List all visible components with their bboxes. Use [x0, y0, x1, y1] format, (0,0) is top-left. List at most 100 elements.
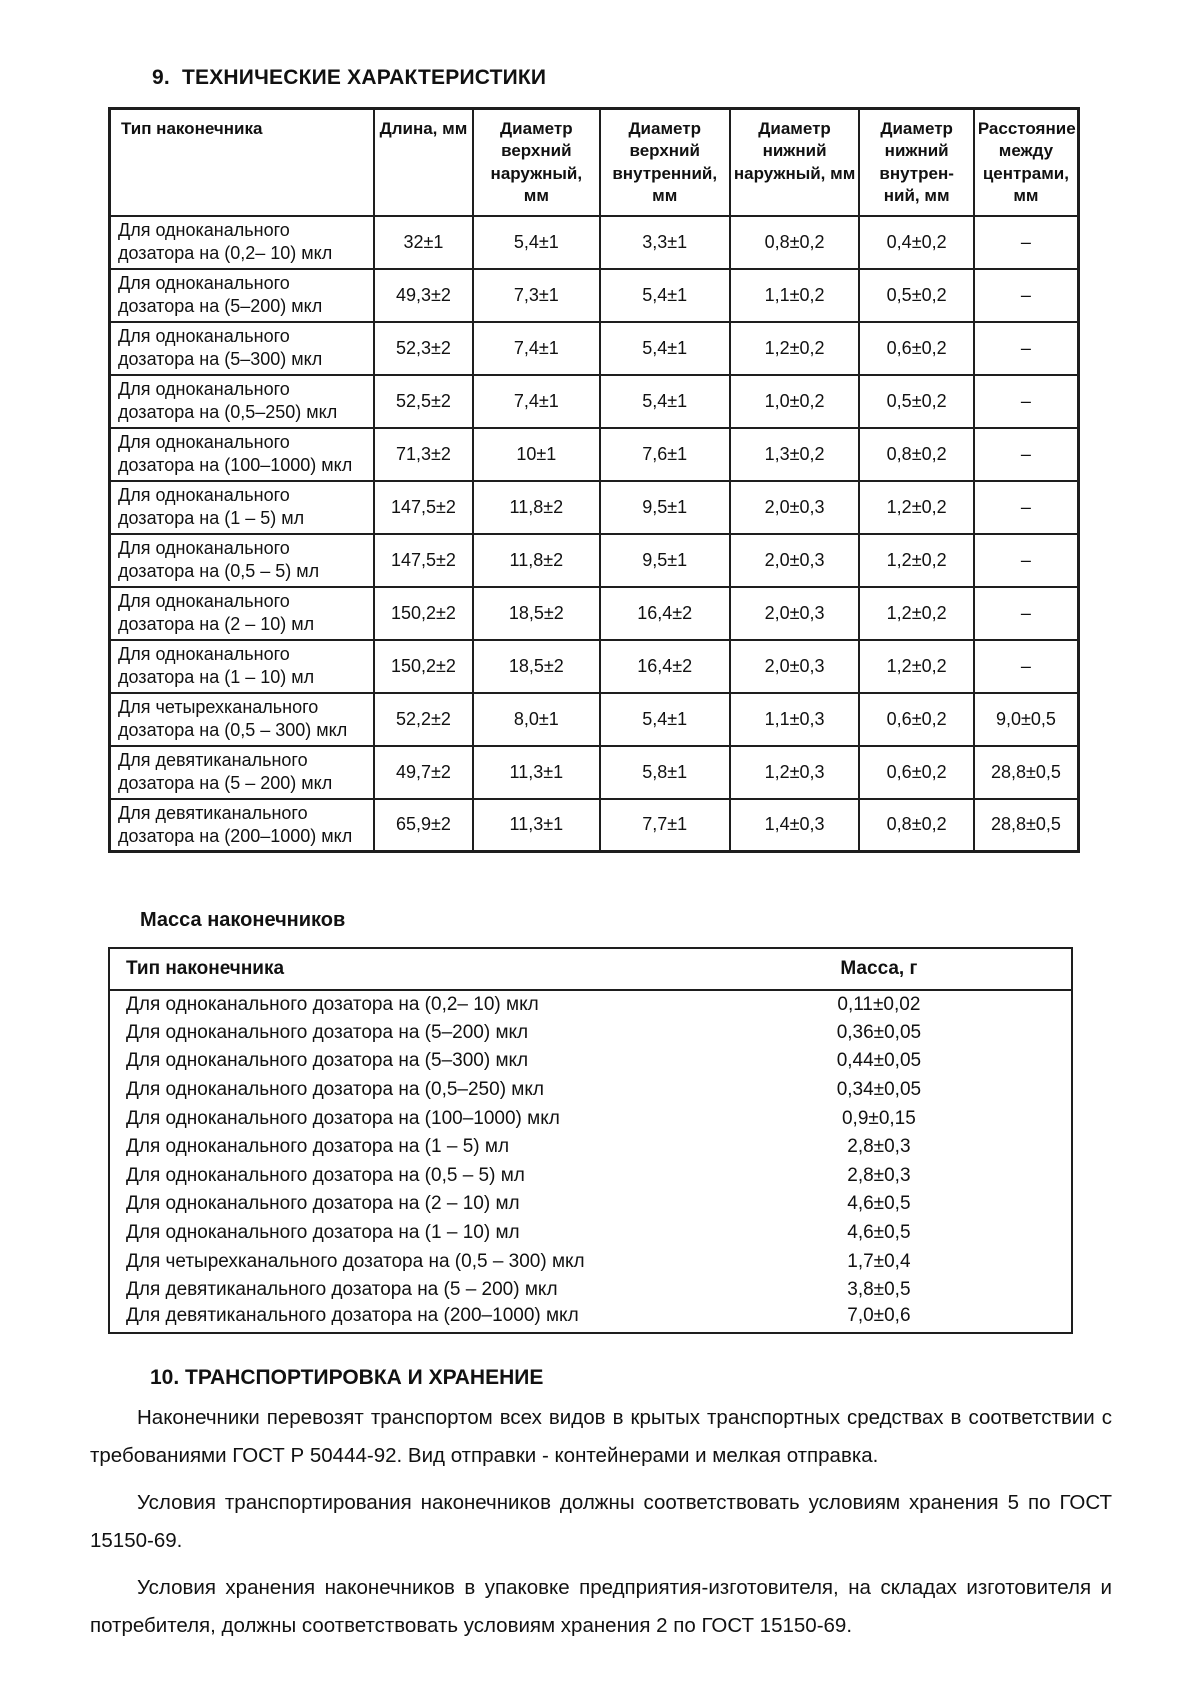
- length-cell: 49,7±2: [373, 744, 474, 800]
- lower-outer-diameter-cell: 2,0±0,3: [728, 532, 861, 588]
- spec-header-upper-outer-diameter: Диаметр верхний наружный, мм: [471, 107, 601, 217]
- spec-table-row: Для одноканального дозатора на (1 – 5) м…: [108, 479, 1080, 535]
- mass-value-cell: 3,8±0,5: [847, 1279, 911, 1301]
- tip-type-cell: Для девятиканального дозатора на (200–10…: [126, 1304, 579, 1326]
- center-distance-cell: –: [972, 638, 1080, 694]
- tip-type-cell: Для одноканального дозатора на (1 – 5) м…: [108, 479, 376, 535]
- length-cell: 150,2±2: [373, 638, 474, 694]
- lower-outer-diameter-cell: 1,3±0,2: [728, 426, 861, 482]
- upper-inner-diameter-cell: 7,6±1: [598, 426, 731, 482]
- mass-header-row: Тип наконечника Масса, г: [109, 948, 1072, 991]
- spec-header-row: Тип наконечника Длина, мм Диаметр верхни…: [108, 107, 1080, 217]
- lower-inner-diameter-cell: 1,2±0,2: [858, 532, 975, 588]
- center-distance-cell: –: [972, 585, 1080, 641]
- upper-inner-diameter-cell: 5,4±1: [598, 320, 731, 376]
- lower-inner-diameter-cell: 0,6±0,2: [858, 320, 975, 376]
- upper-inner-diameter-cell: 16,4±2: [598, 585, 731, 641]
- spec-table-row: Для четырехканального дозатора на (0,5 –…: [108, 691, 1080, 747]
- mass-table-row: Для одноканального дозатора на (5–300) м…: [109, 1047, 1072, 1076]
- mass-header-mass: Масса, г: [686, 948, 1072, 991]
- spec-table-row: Для одноканального дозатора на (2 – 10) …: [108, 585, 1080, 641]
- upper-outer-diameter-cell: 11,3±1: [471, 744, 601, 800]
- length-cell: 49,3±2: [373, 267, 474, 323]
- upper-inner-diameter-cell: 5,4±1: [598, 267, 731, 323]
- mass-value-cell: 0,44±0,05: [836, 1050, 922, 1072]
- upper-outer-diameter-cell: 11,3±1: [471, 797, 601, 853]
- document-page: 9. ТЕХНИЧЕСКИЕ ХАРАКТЕРИСТИКИ Тип наконе…: [0, 66, 1200, 1697]
- tip-type-cell: Для одноканального дозатора на (100–1000…: [126, 1107, 560, 1129]
- upper-outer-diameter-cell: 7,4±1: [471, 320, 601, 376]
- spec-table-body: Для одноканального дозатора на (0,2– 10)…: [108, 214, 1080, 853]
- tip-type-cell: Для одноканального дозатора на (2 – 10) …: [108, 585, 376, 641]
- tip-type-cell: Для одноканального дозатора на (0,2– 10)…: [108, 214, 376, 270]
- spec-header-upper-inner-diameter: Диаметр верхний внутренний, мм: [598, 107, 731, 217]
- spec-header-length: Длина, мм: [373, 107, 474, 217]
- length-cell: 147,5±2: [373, 532, 474, 588]
- mass-table-row: Для одноканального дозатора на (100–1000…: [109, 1104, 1072, 1133]
- length-cell: 32±1: [373, 214, 474, 270]
- lower-outer-diameter-cell: 1,2±0,3: [728, 744, 861, 800]
- lower-inner-diameter-cell: 0,5±0,2: [858, 373, 975, 429]
- section-9-title: 9. ТЕХНИЧЕСКИЕ ХАРАКТЕРИСТИКИ: [152, 66, 547, 89]
- spec-header-lower-outer-diameter: Диаметр нижний наружный, мм: [728, 107, 861, 217]
- mass-table-row: Для одноканального дозатора на (0,5–250)…: [109, 1076, 1072, 1105]
- mass-value-cell: 2,8±0,3: [847, 1164, 911, 1186]
- lower-outer-diameter-cell: 2,0±0,3: [728, 638, 861, 694]
- lower-inner-diameter-cell: 0,4±0,2: [858, 214, 975, 270]
- center-distance-cell: –: [972, 479, 1080, 535]
- upper-outer-diameter-cell: 11,8±2: [471, 479, 601, 535]
- tip-type-cell: Для четырехканального дозатора на (0,5 –…: [126, 1250, 585, 1272]
- spec-table-row: Для одноканального дозатора на (100–1000…: [108, 426, 1080, 482]
- mass-table-row: Для одноканального дозатора на (1 – 10) …: [109, 1219, 1072, 1248]
- tip-type-cell: Для одноканального дозатора на (5–200) м…: [108, 267, 376, 323]
- mass-section-title: Масса наконечников: [140, 909, 346, 931]
- spec-table-row: Для одноканального дозатора на (0,2– 10)…: [108, 214, 1080, 270]
- center-distance-cell: –: [972, 267, 1080, 323]
- mass-table-row: Для девятиканального дозатора на (5 – 20…: [109, 1276, 1072, 1305]
- tip-type-cell: Для одноканального дозатора на (0,5–250)…: [126, 1079, 544, 1101]
- upper-inner-diameter-cell: 3,3±1: [598, 214, 731, 270]
- mass-table-row: Для девятиканального дозатора на (200–10…: [109, 1305, 1072, 1334]
- tip-type-cell: Для четырехканального дозатора на (0,5 –…: [108, 691, 376, 747]
- mass-table-row: Для четырехканального дозатора на (0,5 –…: [109, 1247, 1072, 1276]
- lower-inner-diameter-cell: 0,8±0,2: [858, 797, 975, 853]
- tip-type-cell: Для одноканального дозатора на (5–300) м…: [108, 320, 376, 376]
- spec-table-row: Для одноканального дозатора на (0,5–250)…: [108, 373, 1080, 429]
- tip-type-cell: Для девятиканального дозатора на (200–10…: [108, 797, 376, 853]
- lower-inner-diameter-cell: 0,6±0,2: [858, 744, 975, 800]
- upper-outer-diameter-cell: 18,5±2: [471, 585, 601, 641]
- upper-outer-diameter-cell: 7,3±1: [471, 267, 601, 323]
- lower-inner-diameter-cell: 0,8±0,2: [858, 426, 975, 482]
- center-distance-cell: 28,8±0,5: [972, 744, 1080, 800]
- length-cell: 52,5±2: [373, 373, 474, 429]
- length-cell: 65,9±2: [373, 797, 474, 853]
- tip-type-cell: Для одноканального дозатора на (0,5 – 5)…: [126, 1164, 525, 1186]
- lower-inner-diameter-cell: 1,2±0,2: [858, 638, 975, 694]
- mass-table-row: Для одноканального дозатора на (5–200) м…: [109, 1019, 1072, 1048]
- mass-table-row: Для одноканального дозатора на (1 – 5) м…: [109, 1133, 1072, 1162]
- upper-outer-diameter-cell: 18,5±2: [471, 638, 601, 694]
- section-10-paragraphs: Наконечники перевозят транспортом всех в…: [90, 1399, 1112, 1645]
- body-paragraph: Условия транспортирования наконечников д…: [90, 1491, 1112, 1553]
- mass-value-cell: 7,0±0,6: [847, 1304, 911, 1326]
- tip-type-cell: Для девятиканального дозатора на (5 – 20…: [126, 1279, 558, 1301]
- mass-table-body: Для одноканального дозатора на (0,2– 10)…: [109, 990, 1072, 1333]
- center-distance-cell: –: [972, 214, 1080, 270]
- tip-type-cell: Для одноканального дозатора на (5–200) м…: [126, 1021, 529, 1043]
- tip-type-cell: Для одноканального дозатора на (2 – 10) …: [126, 1193, 520, 1215]
- tip-type-cell: Для одноканального дозатора на (0,5–250)…: [108, 373, 376, 429]
- spec-table-row: Для девятиканального дозатора на (200–10…: [108, 797, 1080, 853]
- mass-value-cell: 4,6±0,5: [847, 1222, 911, 1244]
- lower-outer-diameter-cell: 1,2±0,2: [728, 320, 861, 376]
- upper-outer-diameter-cell: 8,0±1: [471, 691, 601, 747]
- tip-type-cell: Для одноканального дозатора на (5–300) м…: [126, 1050, 529, 1072]
- upper-inner-diameter-cell: 5,8±1: [598, 744, 731, 800]
- mass-table-row: Для одноканального дозатора на (0,2– 10)…: [109, 990, 1072, 1019]
- tip-type-cell: Для одноканального дозатора на (1 – 10) …: [126, 1222, 520, 1244]
- upper-inner-diameter-cell: 9,5±1: [598, 532, 731, 588]
- mass-value-cell: 0,36±0,05: [836, 1021, 922, 1043]
- mass-value-cell: 0,9±0,15: [841, 1107, 916, 1129]
- upper-inner-diameter-cell: 5,4±1: [598, 373, 731, 429]
- spec-table-head: Тип наконечника Длина, мм Диаметр верхни…: [108, 107, 1080, 217]
- spec-table: Тип наконечника Длина, мм Диаметр верхни…: [108, 107, 1080, 853]
